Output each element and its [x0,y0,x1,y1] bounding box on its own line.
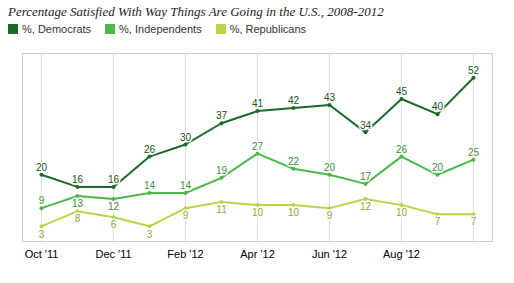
svg-text:7: 7 [471,216,477,227]
svg-text:37: 37 [216,110,228,121]
svg-text:9: 9 [39,195,45,206]
html-text:%, Republicans: %, Republicans [229,23,307,35]
svg-text:12: 12 [108,201,120,212]
svg-text:Feb '12: Feb '12 [167,248,203,260]
svg-text:30: 30 [180,132,192,143]
svg-text:6: 6 [111,219,117,230]
svg-text:20: 20 [324,162,336,173]
html-text:Percentage Satisfied With Way: Percentage Satisfied With Way Things Are… [8,4,384,19]
svg-text:10: 10 [396,207,408,218]
svg-text:25: 25 [468,147,480,158]
svg-text:9: 9 [183,210,189,221]
svg-text:26: 26 [396,144,408,155]
svg-text:34: 34 [360,120,372,131]
svg-text:45: 45 [396,86,408,97]
svg-text:20: 20 [432,162,444,173]
svg-text:7: 7 [435,216,441,227]
svg-text:26: 26 [144,144,156,155]
svg-text:43: 43 [324,92,336,103]
svg-text:Apr '12: Apr '12 [240,248,275,260]
svg-text:Dec '11: Dec '11 [95,248,131,260]
svg-text:3: 3 [147,229,153,240]
svg-text:22: 22 [288,156,300,167]
svg-text:16: 16 [72,174,84,185]
svg-text:42: 42 [288,95,300,106]
svg-text:14: 14 [180,180,192,191]
svg-text:3: 3 [39,229,45,240]
svg-text:13: 13 [72,198,84,209]
html-text:%, Independents: %, Independents [119,23,202,35]
svg-text:12: 12 [360,201,372,212]
svg-text:20: 20 [36,162,48,173]
svg-text:14: 14 [144,180,156,191]
svg-text:27: 27 [252,141,264,152]
svg-text:10: 10 [252,207,264,218]
svg-text:16: 16 [108,174,120,185]
svg-text:Aug '12: Aug '12 [383,248,420,260]
svg-text:17: 17 [360,171,372,182]
svg-text:11: 11 [216,204,227,215]
svg-text:19: 19 [216,165,228,176]
html-text:%, Democrats: %, Democrats [22,23,92,35]
svg-text:40: 40 [432,101,444,112]
svg-text:52: 52 [468,65,480,76]
svg-text:8: 8 [75,213,81,224]
svg-text:9: 9 [327,210,333,221]
svg-text:Oct '11: Oct '11 [25,248,59,260]
svg-text:Jun '12: Jun '12 [312,248,347,260]
svg-text:41: 41 [252,98,264,109]
svg-text:10: 10 [288,207,300,218]
